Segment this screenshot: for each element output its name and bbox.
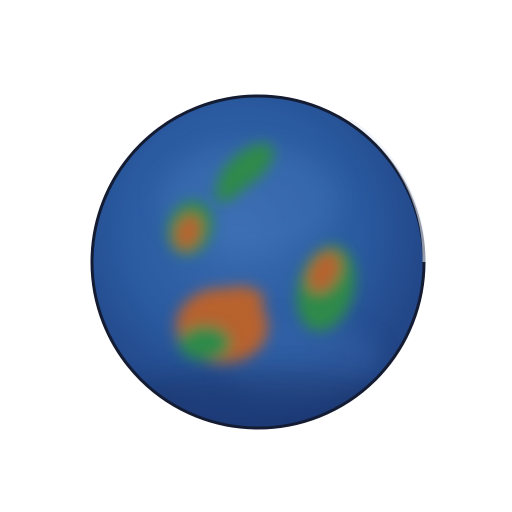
landmass-lower bbox=[176, 286, 268, 364]
rim-highlight bbox=[349, 118, 426, 263]
landmass-right bbox=[296, 244, 356, 332]
landmass-upper bbox=[214, 142, 275, 202]
sphere-shadow bbox=[92, 370, 424, 428]
landmass-left bbox=[167, 200, 213, 256]
